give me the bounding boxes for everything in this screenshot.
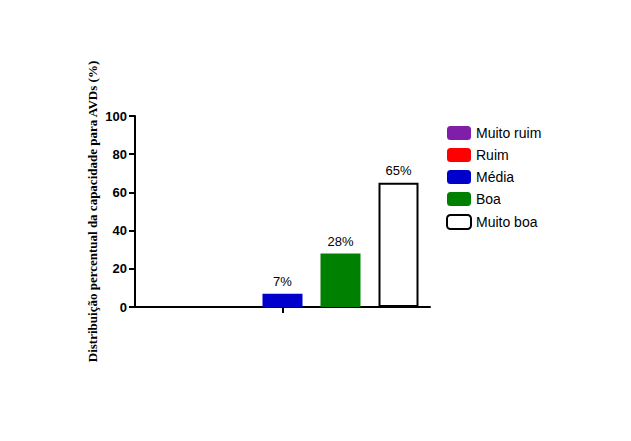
svg-text:Boa: Boa — [476, 191, 501, 207]
svg-text:60: 60 — [113, 185, 127, 200]
svg-text:Muito ruim: Muito ruim — [476, 125, 541, 141]
svg-text:28%: 28% — [327, 234, 353, 249]
svg-text:65%: 65% — [385, 163, 411, 178]
svg-text:20: 20 — [113, 261, 127, 276]
svg-text:0: 0 — [120, 300, 127, 315]
svg-text:Média: Média — [476, 169, 514, 185]
svg-text:Muito boa: Muito boa — [476, 214, 538, 230]
svg-text:100: 100 — [105, 109, 127, 124]
svg-text:Distribuição percentual da cap: Distribuição percentual da capacidade pa… — [85, 61, 100, 362]
svg-text:80: 80 — [113, 147, 127, 162]
svg-text:Ruim: Ruim — [476, 147, 509, 163]
svg-text:40: 40 — [113, 223, 127, 238]
svg-text:7%: 7% — [273, 274, 292, 289]
